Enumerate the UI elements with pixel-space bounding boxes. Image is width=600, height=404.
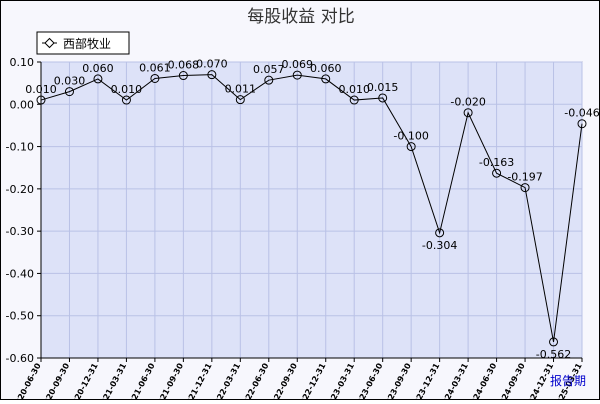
legend-diamond-icon xyxy=(44,37,55,49)
data-point xyxy=(292,70,302,80)
data-label: 0.060 xyxy=(310,62,342,75)
y-tick-label: -0.20 xyxy=(6,183,34,196)
data-point xyxy=(264,75,274,85)
data-point xyxy=(64,87,74,97)
data-point xyxy=(463,108,473,118)
y-tick-label: -0.50 xyxy=(6,310,34,323)
x-tick-label: 2023-12-31 xyxy=(409,361,441,399)
x-tick-label: 2024-06-30 xyxy=(466,361,498,399)
x-tick-label: 2021-09-30 xyxy=(153,361,185,399)
legend-label: 西部牧业 xyxy=(63,36,111,51)
plot-area: 0.100.00-0.10-0.20-0.30-0.40-0.50-0.6020… xyxy=(6,56,600,404)
data-label: 0.030 xyxy=(54,75,86,88)
x-tick-label: 2021-03-31 xyxy=(96,361,128,399)
legend-box xyxy=(36,31,130,55)
data-label: 0.010 xyxy=(111,83,143,96)
data-label: 0.069 xyxy=(282,58,314,71)
x-tick-label: 2021-06-30 xyxy=(125,361,157,399)
x-tick-label: 2022-12-31 xyxy=(296,361,328,399)
y-tick-label: -0.30 xyxy=(6,225,34,238)
data-label: 0.057 xyxy=(253,63,285,76)
x-tick-label: 2024-09-30 xyxy=(495,361,527,399)
data-point xyxy=(435,228,445,238)
y-tick-label: 0.10 xyxy=(10,56,35,69)
data-label: 0.061 xyxy=(139,61,171,74)
data-point xyxy=(549,337,559,347)
x-tick-label: 2023-09-30 xyxy=(381,361,413,399)
data-label: -0.046 xyxy=(564,107,599,120)
y-tick-label: 0.00 xyxy=(10,98,35,111)
data-label: 0.011 xyxy=(225,83,257,96)
x-tick-label: 2020-12-31 xyxy=(68,361,100,399)
plot-background xyxy=(40,61,583,359)
data-label: 0.060 xyxy=(82,62,114,75)
data-label: -0.197 xyxy=(507,171,542,184)
data-label: 0.010 xyxy=(338,83,370,96)
data-label: 0.010 xyxy=(25,83,57,96)
x-tick-label: 2023-06-30 xyxy=(352,361,384,399)
x-tick-label: 2020-09-30 xyxy=(39,361,71,399)
data-point xyxy=(207,70,217,80)
data-point xyxy=(121,95,131,105)
y-tick-label: -0.10 xyxy=(6,141,34,154)
data-point xyxy=(577,119,587,129)
data-point xyxy=(93,74,103,84)
data-point xyxy=(378,93,388,103)
data-label: 0.015 xyxy=(367,81,399,94)
x-axis-label: 报告期 xyxy=(550,373,586,388)
x-tick-label: 2021-12-31 xyxy=(182,361,214,399)
data-point xyxy=(406,142,416,152)
data-label: -0.562 xyxy=(536,348,571,361)
chart-title: 每股收益 对比 xyxy=(247,7,354,27)
data-point xyxy=(520,183,530,193)
data-label: -0.100 xyxy=(393,130,428,143)
x-tick-label: 2020-06-30 xyxy=(11,361,43,399)
x-tick-label: 2022-06-30 xyxy=(239,361,271,399)
legend: 西部牧业 xyxy=(36,31,130,55)
data-point xyxy=(492,168,502,178)
data-point xyxy=(150,73,160,83)
x-tick-label: 2022-03-31 xyxy=(210,361,242,399)
x-tick-label: 2023-03-31 xyxy=(324,361,356,399)
data-point xyxy=(349,95,359,105)
data-point xyxy=(36,95,46,105)
data-label: -0.020 xyxy=(450,96,485,109)
series-line xyxy=(40,74,583,343)
data-label: -0.163 xyxy=(479,156,514,169)
y-tick-label: -0.60 xyxy=(6,352,34,365)
data-point xyxy=(178,71,188,81)
x-tick-label: 2022-09-30 xyxy=(267,361,299,399)
data-point xyxy=(321,74,331,84)
y-tick-label: -0.40 xyxy=(6,267,34,280)
data-point xyxy=(235,95,245,105)
data-label: 0.070 xyxy=(196,58,228,71)
data-label: -0.304 xyxy=(422,239,457,252)
data-label: 0.068 xyxy=(168,59,200,72)
x-tick-label: 2024-03-31 xyxy=(438,361,470,399)
